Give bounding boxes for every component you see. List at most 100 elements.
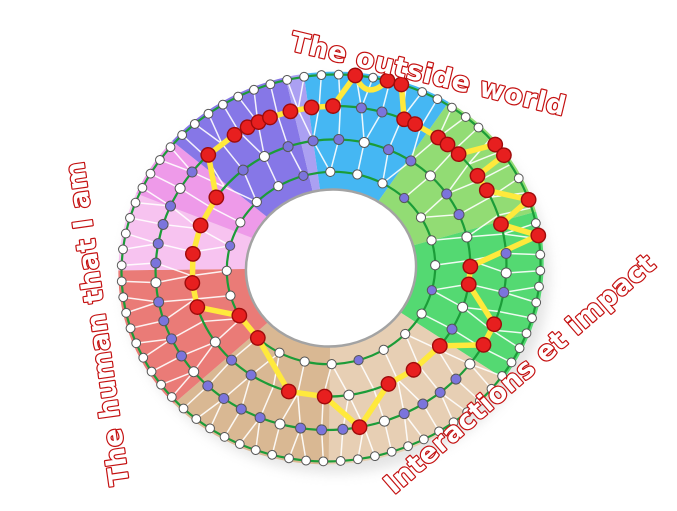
mesh-line xyxy=(122,242,159,251)
mesh-line xyxy=(207,359,233,387)
mesh-line xyxy=(403,175,431,199)
mesh-line xyxy=(279,393,299,425)
wheel-node xyxy=(120,228,131,239)
wheel-node xyxy=(448,417,459,428)
wheel-node xyxy=(121,307,132,318)
wheel-node xyxy=(307,135,319,147)
assessment-node xyxy=(379,72,396,89)
assessment-node xyxy=(282,103,299,120)
mesh-line xyxy=(431,289,464,308)
wheel-node xyxy=(325,166,336,177)
wheel-node xyxy=(235,403,247,415)
mesh-line xyxy=(150,172,181,190)
wheel-node xyxy=(418,434,429,445)
wheel-node xyxy=(146,366,157,377)
wheel-node xyxy=(358,136,370,148)
label-human-that-i-am: The human that I am xyxy=(60,159,136,487)
wheel-node xyxy=(177,130,188,140)
wheel-node xyxy=(233,91,244,102)
wheel-node xyxy=(316,424,328,436)
wheel-node xyxy=(205,423,215,434)
wheel-node xyxy=(500,247,512,259)
wheel-node xyxy=(462,407,473,417)
wheel-node xyxy=(514,343,525,354)
wheel-node xyxy=(531,297,542,308)
wheel-node xyxy=(130,197,141,208)
assessment-node xyxy=(184,245,201,262)
wheel-node xyxy=(352,454,363,465)
mesh-line xyxy=(121,262,156,267)
mesh-line xyxy=(223,374,252,400)
mesh-line xyxy=(123,296,159,303)
mesh-line xyxy=(129,217,164,226)
wheel-node xyxy=(498,286,510,298)
wheel-node xyxy=(447,102,457,113)
mesh-line xyxy=(357,359,375,390)
wheel-node xyxy=(432,94,443,105)
wheel-node xyxy=(284,453,294,464)
wheel-node xyxy=(118,292,129,303)
mesh-line xyxy=(297,76,305,110)
wheel-node xyxy=(225,240,236,251)
wheel-node xyxy=(378,415,390,427)
assessment-node xyxy=(450,146,467,163)
mesh-line xyxy=(503,285,540,294)
assessment-node xyxy=(347,67,364,84)
mesh-line xyxy=(506,269,541,274)
mesh-line xyxy=(498,310,533,319)
assessment-node xyxy=(520,191,537,208)
assessment-node xyxy=(486,316,503,333)
mesh-line xyxy=(239,417,261,445)
assessment-node xyxy=(189,299,206,315)
wheel-node xyxy=(378,344,389,355)
mesh-line xyxy=(155,274,192,284)
wheel-node xyxy=(156,379,166,390)
wheel-node xyxy=(400,328,411,340)
mesh-line xyxy=(418,365,441,393)
wheel-node xyxy=(145,168,156,179)
wheel-node xyxy=(166,392,177,402)
wheel-node xyxy=(203,108,214,119)
wheel-node xyxy=(461,231,473,243)
wheel-node xyxy=(137,182,148,193)
wheel-hole xyxy=(244,188,418,348)
wheel-node xyxy=(415,212,427,223)
wheel-node xyxy=(274,347,285,358)
wheel-node xyxy=(441,188,453,200)
mesh-line xyxy=(466,214,499,238)
wheel-node xyxy=(333,69,344,80)
wheel-node xyxy=(399,192,410,204)
wheel-node xyxy=(125,323,136,334)
wheel-node xyxy=(218,99,228,110)
mesh-line xyxy=(238,131,265,158)
wheel-node xyxy=(405,155,417,167)
mesh-line xyxy=(136,338,172,344)
wheel-node xyxy=(343,389,355,401)
mesh-line xyxy=(297,361,306,394)
mesh-line xyxy=(250,352,280,376)
wheel-node xyxy=(416,308,427,319)
mesh-line xyxy=(195,294,231,300)
wheel-node xyxy=(166,333,178,345)
wheel-node xyxy=(426,285,437,296)
wheel-node xyxy=(460,112,471,122)
mesh-line xyxy=(125,301,159,314)
wheel-node xyxy=(530,218,541,229)
wheel-node xyxy=(301,455,311,466)
mesh-line xyxy=(312,140,331,173)
wheel-node xyxy=(186,166,198,178)
assessment-node xyxy=(231,307,248,324)
wheel-node xyxy=(434,386,446,398)
wheel-node xyxy=(355,102,367,114)
wheel-node xyxy=(125,212,135,223)
mesh-line xyxy=(159,159,193,173)
wheel-node xyxy=(237,164,249,176)
wheel-node xyxy=(473,122,484,133)
wheel-node xyxy=(326,359,337,370)
mesh-line xyxy=(193,341,216,373)
mesh-line xyxy=(503,291,537,304)
wheel-node xyxy=(464,358,476,370)
wheel-node xyxy=(235,217,246,228)
mesh-line xyxy=(446,163,469,195)
mesh-line xyxy=(420,98,439,128)
